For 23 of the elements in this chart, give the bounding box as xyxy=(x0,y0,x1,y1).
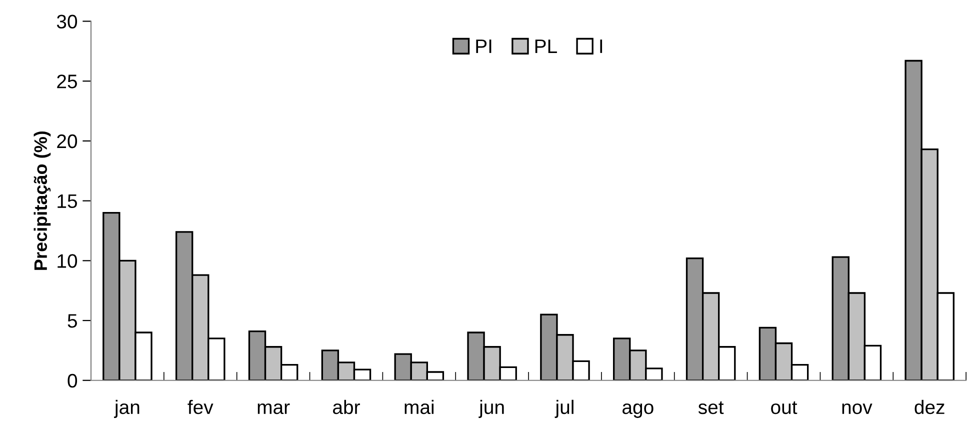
legend-label: PL xyxy=(535,40,557,53)
x-tick-label: nov xyxy=(842,403,872,414)
y-tick-label: 25 xyxy=(57,74,77,88)
x-tick-label: out xyxy=(771,401,798,414)
y-tick-label: 10 xyxy=(58,254,78,268)
legend-label: I xyxy=(600,40,602,53)
y-axis-title: Precipitação (%) xyxy=(34,131,51,270)
y-tick-label: 0 xyxy=(68,374,78,388)
x-tick-label: mai xyxy=(404,400,434,414)
x-tick-label: abr xyxy=(333,400,360,414)
x-tick-label: mar xyxy=(258,403,290,414)
x-tick-label: dez xyxy=(914,400,944,414)
y-tick-label: 20 xyxy=(57,134,78,148)
legend-label: PI xyxy=(476,40,492,53)
x-tick-label: fev xyxy=(188,400,214,414)
x-tick-label: jul xyxy=(554,400,574,418)
y-tick-label: 15 xyxy=(58,194,77,208)
y-tick-label: 30 xyxy=(56,14,78,28)
x-tick-label: jan xyxy=(114,400,140,418)
y-tick-label: 5 xyxy=(68,314,77,328)
x-tick-label: set xyxy=(698,401,724,414)
x-tick-label: ago xyxy=(622,403,654,418)
x-tick-label: jun xyxy=(478,400,504,418)
